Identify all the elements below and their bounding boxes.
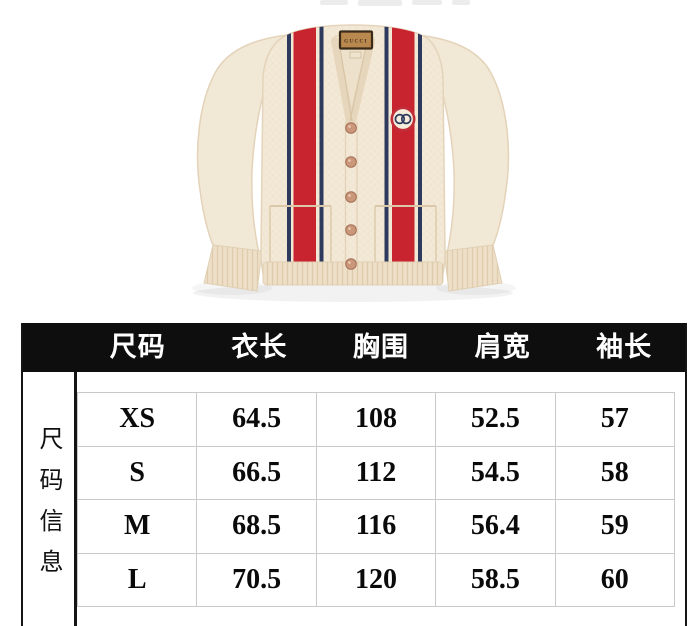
left-cuff-rib: [204, 245, 262, 291]
col-header-sleeve: 袖长: [596, 332, 653, 362]
product-photo: GUCCI: [192, 0, 516, 302]
right-cuff-rib: [444, 245, 502, 291]
cell-shoulder: 54.5: [436, 446, 555, 499]
garment-shadow: [193, 284, 513, 302]
cropped-watermark: [320, 0, 470, 6]
button: [345, 224, 357, 236]
cell-sleeve: 58: [555, 446, 674, 499]
size-chart-header-row: 尺码 衣长 胸围 肩宽 袖长: [23, 323, 685, 372]
cell-chest: 112: [316, 446, 436, 499]
col-header-shoulder: 肩宽: [474, 332, 531, 362]
sleeves: [196, 33, 510, 292]
cell-size: S: [78, 446, 197, 499]
web-stripes: [287, 25, 422, 262]
collar-seam-left: [338, 41, 353, 122]
gg-logo-patch: [390, 106, 416, 132]
size-grid-wrap: XS 64.5 108 52.5 57 S 66.5 112 54.5 58 M…: [77, 392, 675, 607]
section-label: 尺码信息: [35, 425, 61, 590]
care-label: [349, 51, 362, 59]
collar-trim-left: [331, 37, 354, 126]
cell-size: L: [78, 553, 197, 606]
button: [345, 122, 357, 134]
button: [345, 191, 357, 203]
cell-sleeve: 59: [555, 500, 674, 553]
size-chart: 尺码 衣长 胸围 肩宽 袖长 尺码信息 XS 64.5 108 52.5 57 …: [21, 323, 687, 626]
left-sleeve: [196, 33, 301, 263]
cell-chest: 108: [316, 393, 436, 446]
cell-length: 68.5: [197, 500, 316, 553]
neck-label-text: GUCCI: [344, 40, 368, 45]
size-chart-body: 尺码信息 XS 64.5 108 52.5 57 S 66.5 112 54.5…: [23, 372, 685, 626]
right-stripe: [384, 25, 422, 262]
cell-chest: 120: [316, 553, 436, 606]
cell-size: M: [78, 500, 197, 553]
cardigan-illustration: GUCCI: [192, 0, 516, 302]
cell-length: 70.5: [197, 553, 316, 606]
section-label-column: 尺码信息: [23, 372, 77, 626]
cell-length: 64.5: [197, 393, 316, 446]
collar-seam-right: [349, 41, 368, 122]
pockets: [269, 205, 437, 262]
button: [345, 258, 357, 270]
size-grid: XS 64.5 108 52.5 57 S 66.5 112 54.5 58 M…: [77, 392, 675, 607]
right-sleeve: [405, 33, 510, 263]
cell-shoulder: 52.5: [436, 393, 555, 446]
left-stripe: [287, 25, 324, 262]
cell-sleeve: 57: [555, 393, 674, 446]
cell-shoulder: 58.5: [436, 553, 555, 606]
button: [345, 156, 357, 168]
cell-shoulder: 56.4: [436, 500, 555, 553]
cell-length: 66.5: [197, 446, 316, 499]
cell-size: XS: [78, 393, 197, 446]
col-header-size: 尺码: [109, 332, 166, 362]
collar-trim-right: [348, 37, 375, 126]
neck-label: GUCCI: [338, 30, 374, 59]
col-header-length: 衣长: [231, 332, 288, 362]
cell-sleeve: 60: [555, 553, 674, 606]
v-neck-inner: [335, 40, 371, 120]
hem-band-rib: [263, 262, 443, 285]
buttons: [345, 122, 357, 270]
cell-chest: 116: [316, 500, 436, 553]
col-header-chest: 胸围: [352, 332, 409, 362]
